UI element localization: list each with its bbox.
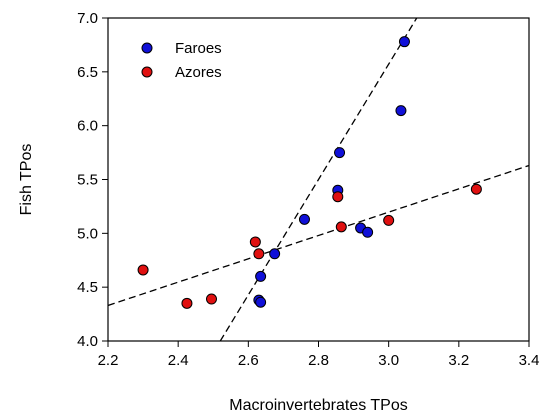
faroes-point <box>334 147 346 159</box>
x-tick-label: 3.4 <box>519 352 540 369</box>
legend-marker-faroes <box>141 42 153 54</box>
azores-fit-line <box>108 164 529 307</box>
x-tick-label: 2.8 <box>308 352 329 369</box>
faroes-point <box>398 36 410 48</box>
y-tick-label: 4.5 <box>77 279 98 296</box>
legend-label-azores: Azores <box>175 64 222 81</box>
faroes-point <box>255 296 267 308</box>
x-tick-label: 3.2 <box>448 352 469 369</box>
faroes-fit-line <box>219 18 418 341</box>
azores-point <box>470 183 482 195</box>
legend-marker-azores <box>141 66 153 78</box>
y-tick-label: 4.0 <box>77 333 98 350</box>
y-tick-label: 6.0 <box>77 118 98 135</box>
faroes-point <box>255 270 267 282</box>
azores-point <box>137 264 149 276</box>
x-axis-title: Macroinvertebrates TPos <box>229 397 407 414</box>
faroes-point <box>269 248 281 260</box>
y-tick-label: 5.0 <box>77 225 98 242</box>
y-axis-ticks: 4.0 4.5 5.0 5.5 6.0 6.5 7.0 <box>77 10 108 350</box>
x-axis-ticks: 2.2 2.4 2.6 2.8 3.0 3.2 3.4 <box>98 341 540 369</box>
x-tick-label: 2.2 <box>98 352 119 369</box>
azores-point <box>253 248 265 260</box>
azores-point <box>383 214 395 226</box>
azores-point <box>249 236 261 248</box>
faroes-point <box>395 105 407 117</box>
y-tick-label: 7.0 <box>77 10 98 27</box>
legend: Faroes Azores <box>141 40 222 81</box>
legend-label-faroes: Faroes <box>175 40 222 57</box>
azores-point <box>205 293 217 305</box>
azores-point <box>181 297 193 309</box>
x-tick-label: 3.0 <box>378 352 399 369</box>
x-tick-label: 2.6 <box>238 352 259 369</box>
faroes-point <box>298 213 310 225</box>
fit-lines <box>108 18 529 341</box>
data-points <box>137 36 482 309</box>
x-tick-label: 2.4 <box>168 352 189 369</box>
azores-point <box>335 221 347 233</box>
azores-point <box>332 191 344 203</box>
faroes-point <box>362 226 374 238</box>
y-tick-label: 6.5 <box>77 64 98 81</box>
y-axis-title: Fish TPos <box>18 144 35 216</box>
y-tick-label: 5.5 <box>77 172 98 189</box>
